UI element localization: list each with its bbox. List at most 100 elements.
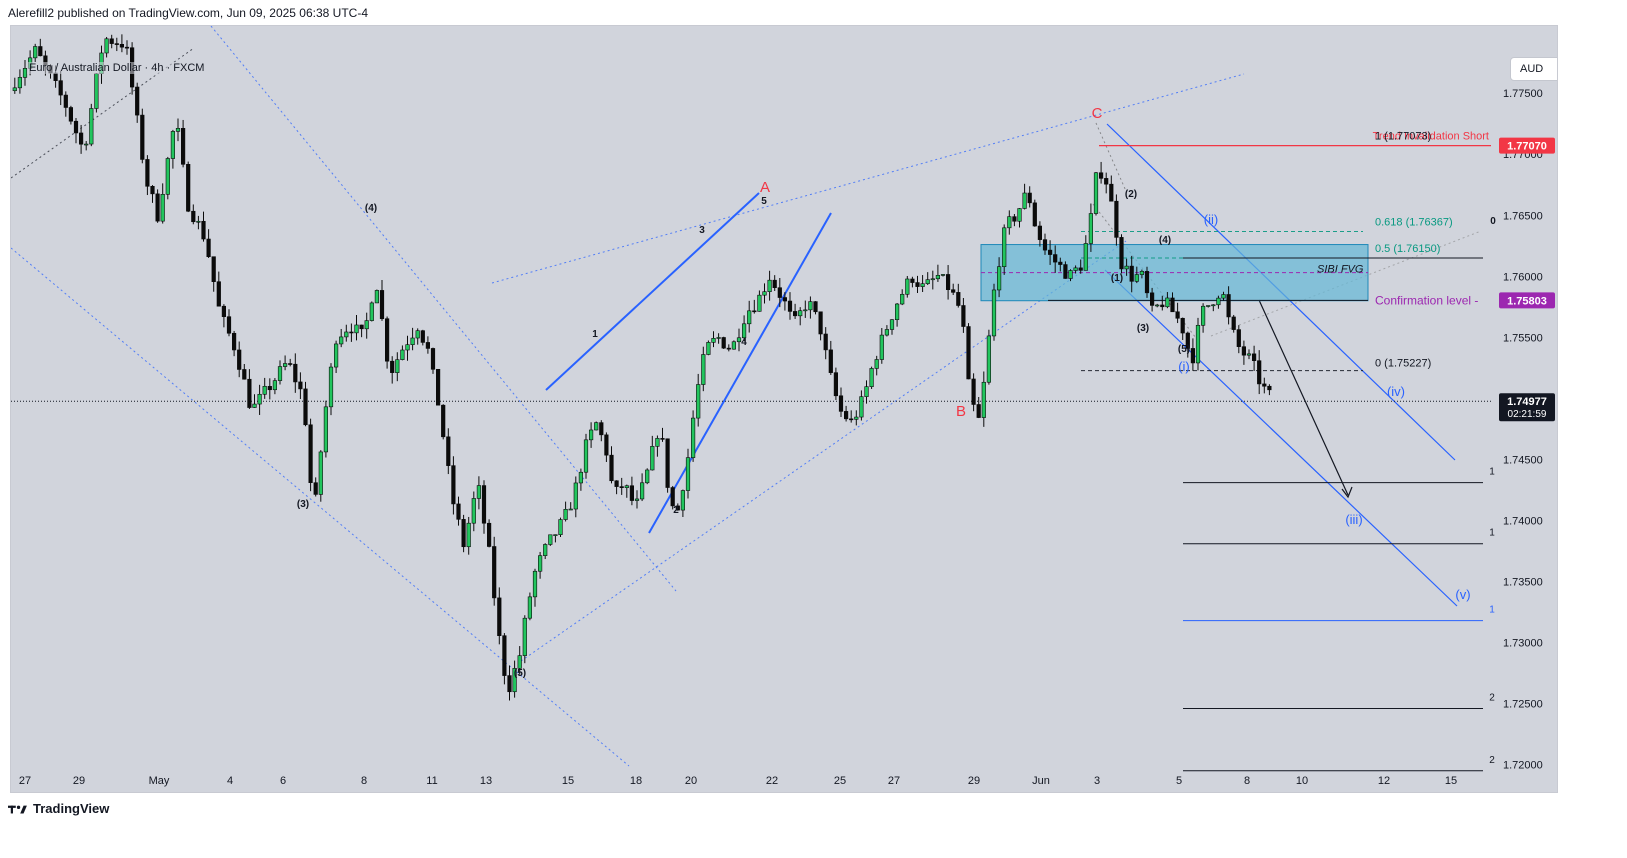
- candle-body: [435, 368, 441, 406]
- price-tick-label: 1.73000: [1503, 638, 1543, 650]
- time-tick-label: 3: [1094, 775, 1100, 787]
- candle-body: [736, 337, 742, 343]
- candle-body: [1048, 249, 1053, 255]
- candle-body: [818, 311, 823, 335]
- candle-body: [874, 359, 879, 369]
- candle-body: [777, 287, 782, 298]
- candle-body: [1134, 274, 1139, 282]
- candle-body: [1160, 304, 1165, 308]
- candle-body: [1180, 317, 1185, 334]
- candle-body: [277, 366, 283, 381]
- candle-body: [328, 366, 334, 408]
- candle-body: [1002, 227, 1007, 267]
- candle-body: [262, 386, 267, 395]
- wave-label: 2: [673, 505, 679, 516]
- candle-body: [1262, 383, 1267, 387]
- candle-body: [364, 320, 369, 330]
- fib-label: 0 (1.75227): [1375, 358, 1431, 370]
- candle-body: [782, 297, 787, 302]
- candle-body: [655, 438, 660, 447]
- candle-body: [1078, 267, 1083, 271]
- candle-body: [1083, 243, 1088, 271]
- symbol-info[interactable]: Euro / Australian Dollar · 4h · FXCM: [27, 62, 207, 74]
- candle-body: [1155, 304, 1160, 307]
- wave-label: 4: [741, 337, 747, 348]
- candle-body: [1206, 305, 1211, 307]
- candle-body: [690, 417, 696, 458]
- candle-body: [242, 369, 247, 380]
- candle-body: [441, 404, 446, 438]
- candle-body: [634, 498, 640, 501]
- candle-body: [537, 555, 543, 572]
- price-tag-label: 1.75803: [1507, 295, 1547, 307]
- candle-body: [1170, 297, 1175, 313]
- candle-body: [1007, 216, 1012, 229]
- candle-body: [961, 305, 966, 327]
- candle-body: [706, 342, 711, 355]
- candle-body: [573, 482, 578, 510]
- price-tick-label: 1.76500: [1503, 210, 1543, 222]
- candle-body: [191, 210, 196, 223]
- time-tick-label: 5: [1176, 775, 1182, 787]
- fib-label: 1 (1.77073): [1375, 130, 1431, 142]
- currency-button[interactable]: AUD: [1510, 57, 1557, 81]
- price-tick-label: 1.74000: [1503, 515, 1543, 527]
- candle-body: [471, 498, 476, 524]
- candle-body: [425, 342, 431, 349]
- candle-body: [252, 403, 257, 408]
- wave-label: A: [760, 179, 770, 196]
- candle-body: [1124, 265, 1129, 270]
- candle-body: [339, 336, 344, 345]
- candle-body: [772, 279, 777, 288]
- candle-body: [94, 73, 99, 109]
- price-tick-label: 1.74500: [1503, 454, 1543, 466]
- projection-label: 2: [1489, 693, 1495, 704]
- wave-label: (v): [1455, 587, 1470, 602]
- candle-body: [1012, 216, 1017, 222]
- wave-label: C: [1092, 105, 1103, 122]
- candle-body: [68, 107, 73, 122]
- price-chart[interactable]: SIBI FVG Trend Invalidation Short Confirma…: [11, 26, 1558, 793]
- candle-body: [629, 485, 634, 501]
- candle-body: [1093, 172, 1099, 214]
- candle-body: [288, 363, 293, 365]
- candle-body: [762, 291, 767, 296]
- candle-body: [135, 86, 140, 116]
- candle-body: [507, 675, 512, 693]
- price-tag-label: 1.77070: [1507, 141, 1547, 153]
- footer-brand: TradingView: [33, 801, 110, 816]
- candle-body: [313, 482, 318, 495]
- wave-label: 1: [592, 329, 598, 340]
- candle-body: [747, 310, 752, 325]
- candle-body: [685, 457, 691, 491]
- candle-body: [89, 108, 94, 145]
- candle-body: [1139, 271, 1144, 275]
- candle-body: [966, 326, 971, 380]
- price-axis: 1.775001.770001.765001.760001.755001.750…: [1499, 88, 1555, 772]
- candle-body: [1165, 297, 1170, 308]
- candle-body: [196, 220, 201, 223]
- candle-body: [864, 386, 869, 397]
- wave-label: (ii): [1204, 212, 1218, 227]
- candle-body: [543, 544, 548, 556]
- time-tick-label: 27: [888, 775, 900, 787]
- candle-body: [481, 485, 487, 524]
- candle-body: [1027, 192, 1032, 204]
- candle-body: [1119, 237, 1124, 270]
- candle-body: [721, 337, 726, 349]
- candle-body: [1267, 385, 1272, 391]
- candle-body: [211, 256, 216, 282]
- footer[interactable]: TradingView: [8, 801, 109, 816]
- time-tick-label: 8: [1244, 775, 1250, 787]
- time-tick-label: 18: [630, 775, 642, 787]
- candle-body: [1032, 202, 1037, 227]
- candle-body: [466, 522, 471, 548]
- candle-body: [63, 94, 68, 108]
- candle-body: [53, 72, 58, 81]
- candle-body: [1099, 172, 1104, 179]
- candle-body: [1190, 348, 1195, 364]
- candle-body: [757, 294, 762, 312]
- candle-body: [1114, 200, 1119, 238]
- chart-area[interactable]: SIBI FVG Trend Invalidation Short Confirma…: [10, 25, 1558, 793]
